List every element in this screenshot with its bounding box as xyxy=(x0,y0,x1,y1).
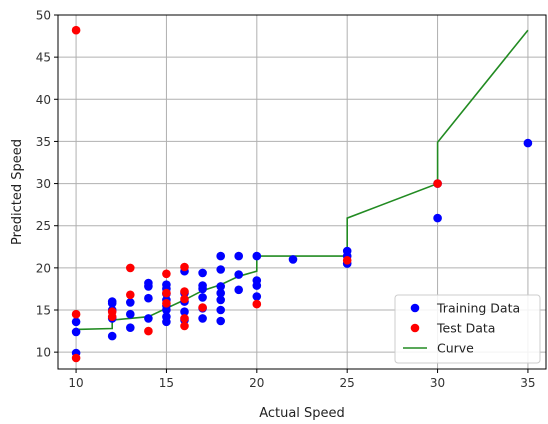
x-axis-label: Actual Speed xyxy=(259,406,345,421)
training-data-point xyxy=(216,265,225,274)
points-layer xyxy=(71,25,533,363)
test-data-point xyxy=(180,262,189,272)
training-data-point xyxy=(162,312,171,322)
training-data-point xyxy=(216,305,225,315)
y-axis-label: Predicted Speed xyxy=(10,139,25,245)
training-data-point xyxy=(433,213,442,223)
training-data-point xyxy=(126,298,135,307)
test-data-point xyxy=(107,307,117,317)
training-data-point xyxy=(144,314,153,323)
training-data-point xyxy=(144,293,153,303)
x-tick-label: 15 xyxy=(159,376,174,390)
training-data-point xyxy=(216,251,225,261)
training-data-point xyxy=(216,295,225,305)
y-tick-label: 45 xyxy=(36,51,51,65)
training-data-point xyxy=(198,281,207,290)
test-data-point xyxy=(433,179,442,188)
test-data-point xyxy=(71,353,81,363)
training-data-point xyxy=(126,309,135,319)
test-data-point xyxy=(126,290,135,300)
legend-marker-test-data xyxy=(410,323,420,333)
training-data-point xyxy=(71,317,81,327)
training-data-point xyxy=(107,331,117,341)
training-data-point xyxy=(126,323,135,333)
training-data-point xyxy=(162,280,171,290)
x-tick-label: 35 xyxy=(520,376,535,390)
training-data-point xyxy=(198,314,207,323)
training-data-point xyxy=(523,138,533,148)
y-tick-label: 30 xyxy=(36,177,51,191)
training-data-point xyxy=(342,246,352,256)
training-data-point xyxy=(198,268,207,278)
y-tick-label: 25 xyxy=(36,219,51,233)
training-data-point xyxy=(234,285,243,295)
test-data-point xyxy=(71,25,81,35)
test-data-point xyxy=(71,309,81,319)
training-data-point xyxy=(234,270,243,279)
x-tick-label: 25 xyxy=(340,376,355,390)
legend-label-training-data: Training Data xyxy=(436,301,520,316)
training-data-point xyxy=(288,255,298,264)
training-data-point xyxy=(216,316,225,326)
ticks: 10 15 20 25 30 35 10 15 20 25 30 35 40 45 50 xyxy=(36,9,536,391)
test-data-point xyxy=(180,294,189,304)
legend-label-test-data: Test Data xyxy=(436,321,495,336)
training-data-point xyxy=(252,292,262,301)
test-data-point xyxy=(126,263,135,273)
training-data-point xyxy=(71,327,81,337)
y-tick-label: 15 xyxy=(36,304,51,318)
training-data-point xyxy=(198,293,207,302)
test-data-point xyxy=(162,288,171,298)
plot-frame xyxy=(57,14,547,370)
test-data-point xyxy=(144,326,153,336)
training-data-point xyxy=(107,297,117,306)
x-tick-label: 10 xyxy=(68,376,83,390)
legend-box xyxy=(394,294,541,364)
training-data-point xyxy=(252,251,262,261)
y-tick-label: 10 xyxy=(36,346,51,360)
test-data-point xyxy=(252,299,262,309)
training-data-point xyxy=(216,288,225,298)
x-tick-label: 20 xyxy=(249,376,264,390)
test-data-point xyxy=(162,269,171,279)
x-tick-label: 30 xyxy=(430,376,445,390)
y-tick-label: 40 xyxy=(36,93,51,107)
y-tick-label: 35 xyxy=(36,135,51,149)
training-data-point xyxy=(180,307,189,317)
test-data-point xyxy=(180,321,189,331)
test-data-point xyxy=(162,299,171,308)
training-data-point xyxy=(234,251,243,261)
y-tick-label: 20 xyxy=(36,261,51,275)
test-data-point xyxy=(198,303,207,312)
test-data-point xyxy=(342,255,352,265)
legend: Training Data Test Data Curve xyxy=(394,294,541,364)
training-data-point xyxy=(216,282,225,291)
legend-marker-training-data xyxy=(410,303,420,313)
y-tick-label: 50 xyxy=(36,9,51,23)
legend-label-curve: Curve xyxy=(437,341,474,356)
test-data-point xyxy=(180,314,189,323)
test-data-point xyxy=(180,287,189,296)
training-data-point xyxy=(252,276,262,285)
training-data-point xyxy=(144,278,153,288)
